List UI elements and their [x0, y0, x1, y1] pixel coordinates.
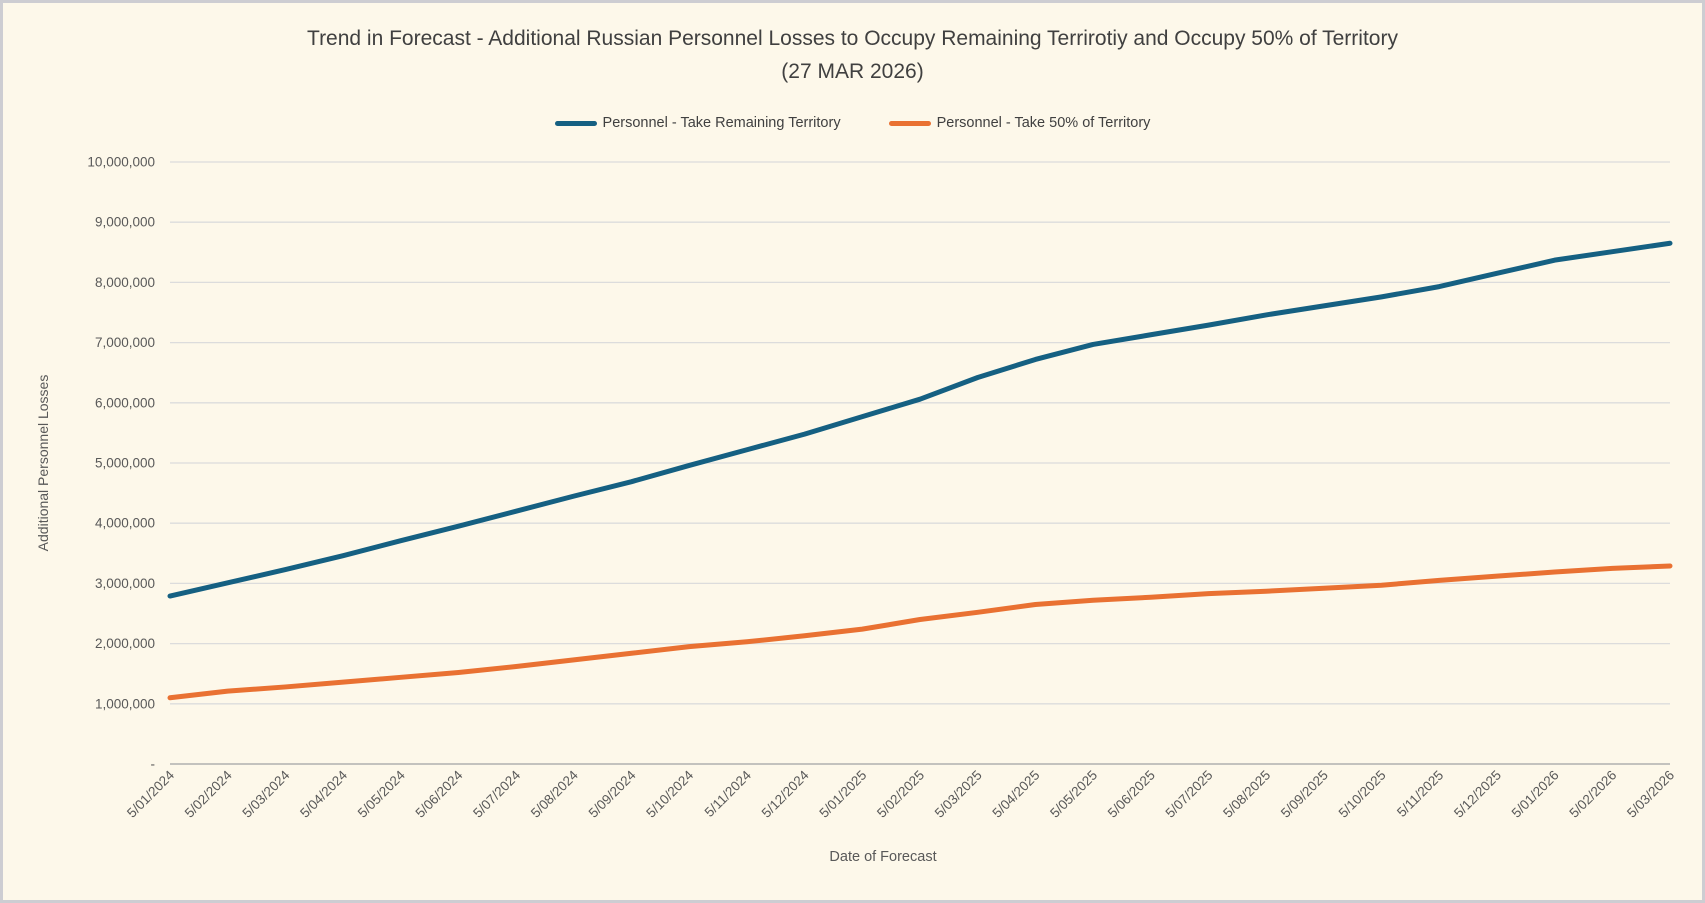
x-tick-label: 5/10/2024 [643, 767, 696, 820]
x-tick-label: 5/07/2024 [470, 767, 523, 820]
x-tick-label: 5/05/2025 [1047, 768, 1100, 821]
y-tick-label: 1,000,000 [95, 696, 155, 711]
x-tick-label: 5/03/2026 [1624, 768, 1677, 821]
y-tick-label: 6,000,000 [95, 395, 155, 410]
x-tick-label: 5/03/2025 [932, 768, 985, 821]
x-tick-label: 5/02/2026 [1566, 768, 1619, 821]
x-tick-label: 5/06/2024 [413, 767, 466, 820]
x-tick-label: 5/10/2025 [1336, 768, 1389, 821]
x-tick-label: 5/04/2024 [297, 767, 350, 820]
y-tick-label: 10,000,000 [87, 155, 155, 170]
y-tick-label: 2,000,000 [95, 636, 155, 651]
y-tick-label: - [151, 757, 156, 772]
series-line-take-50-percent [167, 563, 1673, 701]
chart-title: Trend in Forecast - Additional Russian P… [3, 22, 1702, 88]
x-tick-label: 5/05/2024 [355, 767, 408, 820]
x-tick-label: 5/02/2025 [874, 768, 927, 821]
y-tick-label: 8,000,000 [95, 275, 155, 290]
x-tick-label: 5/11/2024 [702, 767, 755, 820]
y-tick-label: 3,000,000 [95, 576, 155, 591]
x-tick-label: 5/12/2024 [759, 767, 812, 820]
x-tick-label: 5/04/2025 [989, 768, 1042, 821]
legend-line-swatch-50-percent [888, 120, 931, 126]
x-tick-label: 5/12/2025 [1451, 768, 1504, 821]
x-tick-label: 5/07/2025 [1163, 768, 1216, 821]
x-tick-label: 5/03/2024 [239, 767, 292, 820]
legend-line-swatch-remaining [554, 120, 597, 126]
x-axis-title: Date of Forecast [829, 849, 936, 865]
x-tick-label: 5/08/2024 [528, 767, 581, 820]
legend-label-50-percent: Personnel - Take 50% of Territory [936, 115, 1151, 131]
x-tick-label: 5/01/2025 [816, 768, 869, 821]
chart-title-line2: (27 MAR 2026) [781, 60, 924, 83]
x-tick-label: 5/09/2025 [1278, 768, 1331, 821]
y-tick-label: 5,000,000 [95, 456, 155, 471]
y-tick-label: 7,000,000 [95, 335, 155, 350]
x-tick-label: 5/08/2025 [1220, 768, 1273, 821]
legend-item-take-remaining-territory: Personnel - Take Remaining Territory [554, 115, 841, 131]
series-line-take-remaining-territory [167, 240, 1673, 599]
legend: Personnel - Take Remaining Territory Per… [3, 115, 1702, 131]
x-tick-label: 5/11/2025 [1394, 768, 1446, 820]
x-tick-label: 5/06/2025 [1105, 768, 1158, 821]
x-tick-label: 5/02/2024 [182, 767, 235, 820]
x-tick-label: 5/09/2024 [586, 767, 639, 820]
x-tick-label: 5/01/2024 [124, 767, 177, 820]
x-tick-label: 5/01/2026 [1509, 768, 1562, 821]
legend-item-take-50-percent: Personnel - Take 50% of Territory [888, 115, 1151, 131]
chart-title-line1: Trend in Forecast - Additional Russian P… [307, 27, 1398, 50]
y-tick-label: 4,000,000 [95, 516, 155, 531]
y-tick-label: 9,000,000 [95, 215, 155, 230]
line-chart-plot: - 1,000,000 2,000,000 3,000,000 4,000,000 5,0… [35, 155, 1677, 866]
y-axis-title: Additional Personnel Losses [35, 375, 51, 552]
legend-label-remaining: Personnel - Take Remaining Territory [602, 115, 841, 131]
